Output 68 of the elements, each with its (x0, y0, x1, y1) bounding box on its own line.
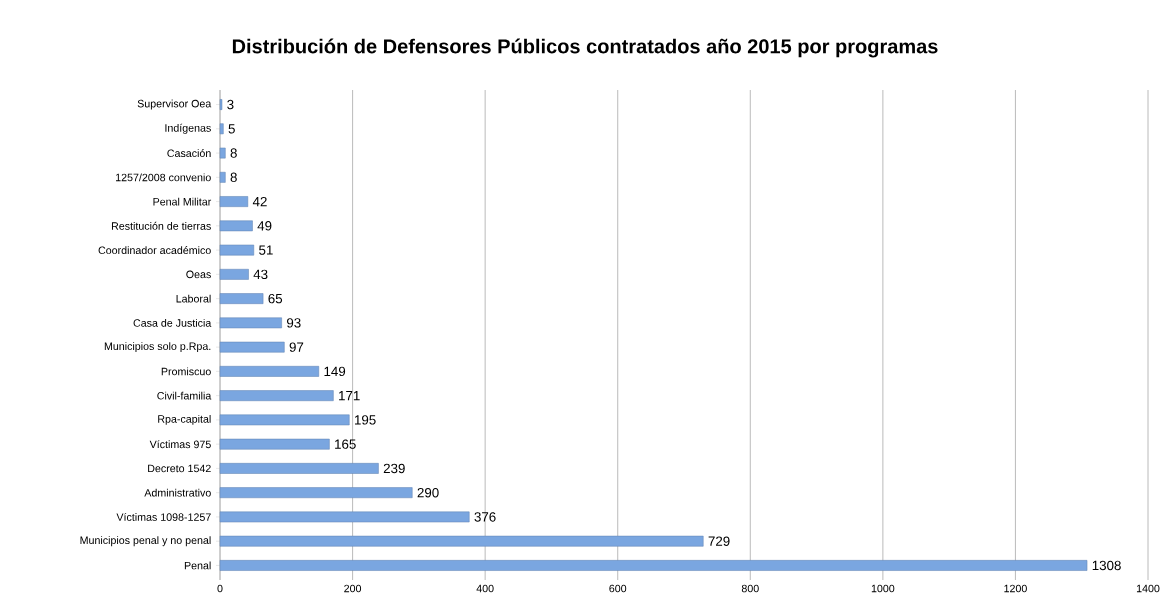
data-label: 729 (708, 536, 730, 546)
x-tick-label: 800 (741, 584, 759, 593)
x-tick-label: 1400 (1136, 584, 1160, 593)
x-tick-label: 1200 (1004, 584, 1027, 593)
chart-title: Distribución de Defensores Públicos contratados año 2015 por programas (232, 38, 938, 58)
data-label: 195 (355, 415, 376, 425)
bar (219, 366, 320, 377)
y-tick-label: Promiscuo (161, 367, 211, 376)
data-label: 376 (474, 512, 496, 522)
y-tick-label: Penal Militar (153, 197, 212, 206)
bar (219, 268, 249, 280)
bar (219, 390, 334, 402)
data-label: 8 (230, 172, 237, 183)
bar (219, 463, 379, 474)
y-tick-label: Víctimas 1098-1257 (116, 512, 211, 521)
bar (219, 147, 226, 159)
y-tick-label: Víctimas 975 (149, 440, 211, 449)
bar (219, 487, 413, 499)
data-label: 43 (253, 269, 268, 280)
y-tick-label: Administrativo (144, 488, 211, 497)
data-label: 1308 (1092, 560, 1121, 571)
y-tick-label: Municipios solo p.Rpa. (104, 342, 211, 353)
data-label: 65 (268, 293, 283, 304)
bar (219, 293, 264, 304)
y-tick-label: Oeas (186, 270, 211, 279)
data-label: 239 (383, 463, 405, 474)
y-tick-label: Casa de Justicia (133, 318, 212, 327)
y-tick-label: Rpa-capital (158, 414, 211, 425)
bar (219, 220, 253, 232)
data-label: 290 (417, 487, 439, 498)
data-label: 97 (289, 342, 304, 352)
data-label: 51 (259, 245, 273, 255)
y-tick-label: 1257/2008 convenio (116, 173, 211, 182)
x-tick-label: 1000 (871, 584, 895, 593)
y-tick-label: Supervisor Oea (137, 99, 212, 110)
data-label: 93 (286, 318, 301, 328)
x-tick-label: 400 (476, 584, 494, 593)
y-tick-label: Laboral (176, 294, 211, 303)
x-tick-label: 600 (609, 584, 627, 593)
bar (219, 196, 249, 207)
y-tick-label: Penal (184, 561, 211, 570)
bar (219, 317, 282, 329)
x-tick-label: 0 (217, 584, 223, 593)
bar (219, 511, 470, 523)
data-label: 149 (324, 366, 346, 377)
data-label: 42 (252, 196, 267, 207)
data-label: 8 (230, 148, 237, 158)
y-tick-label: Municipios penal y no penal (80, 536, 211, 547)
y-tick-label: Restitución de tierras (111, 221, 211, 230)
data-label: 171 (339, 391, 360, 401)
bar (219, 438, 330, 450)
bar (219, 560, 1088, 571)
bar (219, 171, 226, 183)
y-tick-label: Indígenas (165, 123, 211, 134)
bar (219, 341, 285, 353)
bar (219, 414, 350, 426)
x-tick-label: 200 (344, 584, 362, 593)
data-label: 165 (335, 439, 356, 449)
data-label: 5 (228, 124, 235, 134)
y-tick-label: Decreto 1542 (148, 464, 211, 473)
bar (219, 244, 255, 256)
data-label: 49 (257, 221, 272, 231)
bar (219, 123, 224, 135)
y-tick-label: Coordinador académico (98, 246, 211, 255)
y-tick-label: Casación (167, 149, 211, 158)
data-label: 3 (227, 99, 234, 110)
y-tick-label: Civil-familia (157, 391, 212, 400)
bar (219, 535, 704, 547)
